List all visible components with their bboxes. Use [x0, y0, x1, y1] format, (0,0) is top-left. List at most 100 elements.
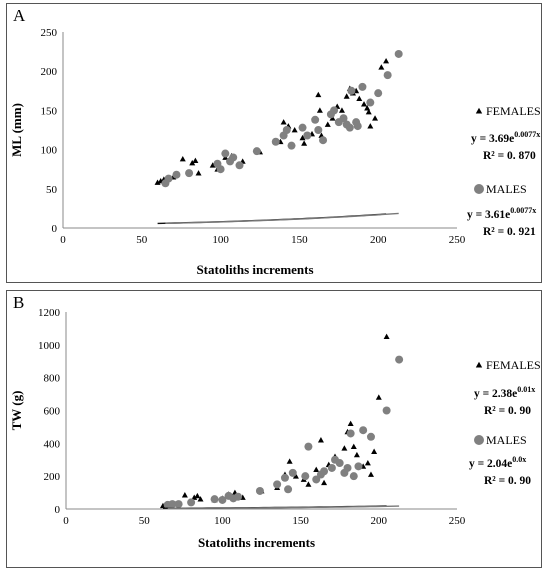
male-data-point: [319, 136, 328, 145]
female-data-point: [356, 95, 363, 102]
male-data-point: [303, 131, 312, 140]
female-data-point: [179, 156, 186, 162]
male-data-point: [229, 153, 238, 162]
legend-circle-icon: [474, 435, 484, 445]
female-data-point: [291, 127, 298, 133]
y-axis-title: TW (g): [9, 391, 24, 431]
female-data-point: [209, 162, 216, 168]
y-tick-label: 1200: [38, 307, 61, 319]
x-tick-label: 200: [370, 234, 387, 246]
female-data-point: [194, 492, 201, 499]
scatter-chart-tw: 0 50 100 150 200 250 0 200 400 600 800 1000 1200 Stat…: [9, 307, 541, 550]
females-r-squared: R² = 0. 90: [484, 405, 531, 417]
male-data-point: [187, 498, 196, 507]
x-tick-label: 50: [139, 515, 151, 527]
male-data-point: [327, 463, 336, 472]
female-data-point: [316, 107, 323, 113]
chart-panel-a: A 0 50 100 150 200 250 0 50 100 150 200 250 Statolit…: [6, 3, 542, 283]
female-data-point: [317, 437, 324, 443]
legend-label-males: MALES: [486, 433, 527, 447]
male-data-point: [168, 500, 177, 509]
male-data-point: [273, 480, 282, 489]
x-tick-label: 100: [212, 234, 229, 246]
x-tick-label: 250: [449, 515, 466, 527]
male-data-point: [335, 459, 344, 468]
y-tick-label: 600: [44, 406, 61, 418]
male-data-point: [339, 114, 348, 123]
x-tick-label: 200: [371, 515, 388, 527]
legend-circle-icon: [474, 184, 484, 194]
male-data-point: [359, 426, 368, 435]
female-data-point: [378, 64, 385, 70]
females-r-squared: R² = 0. 870: [483, 150, 536, 162]
male-data-point: [216, 165, 225, 174]
panel-label-b: B: [13, 293, 25, 312]
y-tick-label: 400: [44, 438, 61, 450]
male-data-point: [354, 462, 363, 471]
female-data-point: [197, 496, 204, 502]
males-equation: y = 2.04e0.0x: [469, 455, 526, 470]
male-data-point: [366, 432, 375, 441]
female-data-point: [350, 443, 357, 450]
female-data-point: [181, 492, 188, 498]
x-axis-title: Statoliths increments: [196, 262, 313, 277]
females-equation: y = 3.69e0.0077x: [471, 130, 540, 145]
y-tick-label: 0: [52, 223, 58, 235]
male-data-point: [301, 472, 310, 481]
x-tick-label: 50: [136, 234, 148, 246]
male-data-point: [287, 141, 296, 150]
x-tick-label: 0: [63, 515, 69, 527]
female-data-point: [347, 420, 354, 427]
panel-label-a: A: [13, 6, 26, 25]
female-data-point: [191, 494, 198, 500]
male-data-point: [320, 467, 329, 476]
males-equation: y = 3.61e0.0077x: [467, 206, 536, 221]
male-data-point: [271, 137, 280, 146]
x-tick-label: 100: [214, 515, 231, 527]
legend-label-females: FEMALES: [486, 358, 541, 372]
female-data-point: [192, 157, 199, 163]
male-data-point: [288, 468, 297, 477]
male-data-point: [174, 500, 183, 509]
y-axis-title: ML (mm): [9, 103, 24, 157]
y-tick-label: 50: [46, 184, 58, 196]
female-data-point: [372, 115, 379, 121]
male-data-point: [353, 122, 362, 131]
male-data-point: [280, 473, 289, 482]
female-data-point: [383, 58, 390, 64]
y-tick-label: 1000: [38, 340, 61, 352]
male-data-point: [218, 495, 227, 504]
male-data-point: [311, 115, 320, 124]
male-data-point: [346, 429, 355, 438]
female-data-point: [375, 394, 382, 400]
male-data-point: [383, 71, 392, 80]
x-tick-label: 0: [60, 234, 66, 246]
y-tick-label: 250: [41, 27, 58, 39]
scatter-chart-ml: 0 50 100 150 200 250 0 50 100 150 200 250 Statoliths…: [9, 27, 541, 277]
male-data-point: [282, 126, 291, 134]
male-data-point: [314, 126, 323, 134]
female-data-point: [321, 479, 328, 486]
female-data-point: [299, 134, 306, 141]
male-data-point: [252, 147, 261, 156]
male-data-point: [284, 485, 293, 494]
y-tick-label: 800: [44, 373, 61, 385]
male-data-point: [343, 463, 352, 472]
y-tick-label: 0: [55, 504, 61, 516]
female-data-point: [365, 108, 372, 115]
male-data-point: [234, 492, 243, 501]
chart-panel-b: B 0 50 100 150 200 250 0 200 400 600 800 1000 1200 St…: [6, 290, 542, 568]
legend-triangle-icon: [475, 107, 483, 114]
female-data-point: [292, 473, 299, 479]
female-data-point: [343, 93, 350, 99]
female-data-point: [324, 121, 331, 127]
x-tick-label: 250: [449, 234, 466, 246]
x-axis-title: Statoliths increments: [198, 535, 315, 550]
male-data-point: [235, 161, 244, 170]
female-data-point: [189, 159, 196, 166]
male-data-point: [210, 495, 219, 504]
female-data-point: [338, 107, 345, 113]
males-r-squared: R² = 0. 90: [484, 475, 531, 487]
females-trend-line: [157, 213, 387, 225]
male-data-point: [349, 472, 358, 481]
